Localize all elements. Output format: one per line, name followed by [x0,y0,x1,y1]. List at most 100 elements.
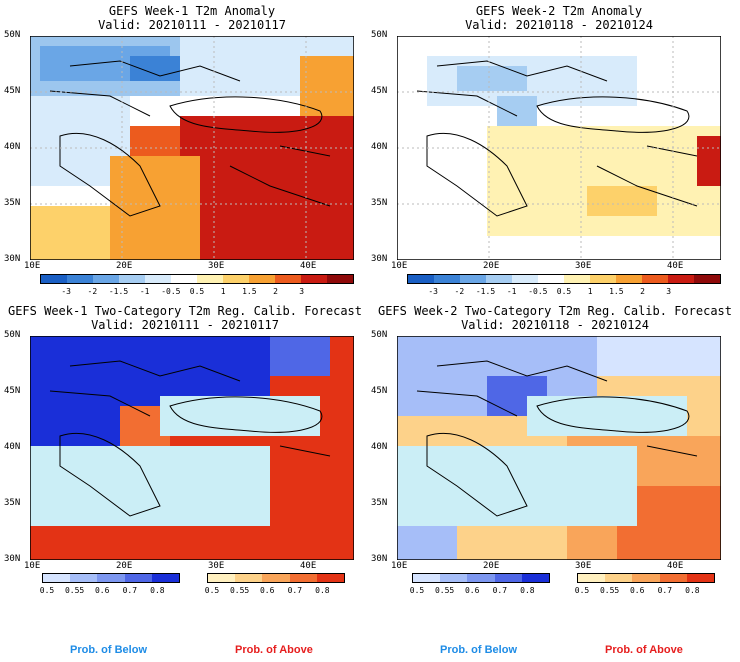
colorbar-swatch [93,275,119,283]
lat-tick-label: 45N [371,386,388,396]
colorbar-swatch [494,574,522,582]
lon-tick-label: 20E [483,561,500,571]
lat-tick-label: 50N [371,330,388,340]
prob-bar-label: 0.7 [287,586,303,595]
panel1-valid-text: Valid: 20210111 - 20210117 [98,18,286,32]
map-week2-probability [397,336,721,560]
colorbar-swatch [578,574,606,582]
lat-tick-label: 40N [371,442,388,452]
anomaly-bar-label: 3 [299,287,305,296]
lon-tick-label: 10E [391,261,408,271]
colorbar-swatch [486,275,512,283]
panel1-title: GEFS Week-1 T2m Anomaly Valid: 20210111 -… [30,4,354,32]
colorbar-swatch [275,275,301,283]
panel2-title: GEFS Week-2 T2m Anomaly Valid: 20210118 -… [397,4,721,32]
prob-bar-label: 0.5 [39,586,55,595]
prob-bar-label: 0.55 [599,586,620,595]
prob-bar-label: 0.55 [229,586,250,595]
panel3-title: GEFS Week-1 Two-Category T2m Reg. Calib.… [0,304,370,332]
prob-bar-label: 0.5 [409,586,425,595]
colorbar-swatch [659,574,687,582]
lon-tick-label: 30E [208,261,225,271]
colorbar-swatch [434,275,460,283]
anomaly-bar-label: -0.5 [528,287,548,296]
prob-above-legend-1: Prob. of Above [235,644,313,656]
prob-below-legend-2: Prob. of Below [440,644,517,656]
panel2-title-text: GEFS Week-2 T2m Anomaly [475,4,643,18]
prob-bar-label: 0.7 [657,586,673,595]
colorbar-swatch [70,574,98,582]
anomaly-bar-label: -1 [139,287,150,296]
colorbar-swatch [632,574,660,582]
prob-bar-label: 0.6 [259,586,275,595]
anomaly-bar-label: -0.5 [161,287,181,296]
lat-tick-label: 35N [371,498,388,508]
anomaly-bar-label: -1.5 [475,287,496,296]
prob-bar-label: 0.55 [64,586,85,595]
colorbar-swatch [408,275,434,283]
colorbar-swatch [249,275,275,283]
lat-tick-label: 30N [371,554,388,564]
prob-bar-label: 0.55 [434,586,455,595]
prob-bar-label: 0.5 [204,586,220,595]
map-week1-anomaly [30,36,354,260]
lat-tick-label: 30N [371,254,388,264]
lat-tick-label: 30N [4,254,21,264]
colorbar-swatch [43,574,71,582]
colorbar-swatch [262,574,290,582]
colorbar-swatch [124,574,152,582]
prob-bar-label: 0.8 [520,586,535,595]
colorbar-swatch [171,275,197,283]
colorbar-swatch [235,574,263,582]
anomaly-bar-label: 0.5 [189,287,205,296]
map-week1-probability [30,336,354,560]
anomaly-bar-label: 2 [640,287,645,296]
lat-tick-label: 40N [371,142,388,152]
colorbar-swatch [197,275,223,283]
anomaly-bar-label: -3 [428,287,438,296]
colorbar-swatch [151,574,180,582]
colorbar-swatch [145,275,171,283]
colorbar-swatch [223,275,249,283]
colorbar-swatch [538,275,564,283]
anomaly-bar-label: 1 [220,287,226,296]
anomaly-bar-label: -2 [454,287,465,296]
lon-tick-label: 10E [24,561,41,571]
colorbar-swatch [467,574,495,582]
anomaly-bar-label: -1 [506,287,517,296]
lat-tick-label: 40N [4,142,21,152]
prob-bar-label: 0.6 [94,586,110,595]
lon-tick-label: 30E [575,261,592,271]
lon-tick-label: 40E [667,561,684,571]
colorbar-swatch [327,275,353,283]
colorbar-swatch [521,574,550,582]
colorbar-swatch [119,275,145,283]
lat-tick-label: 45N [371,86,388,96]
anomaly-bar-label: -3 [61,287,71,296]
anomaly-colorbar-week2 [407,274,721,284]
lon-tick-label: 20E [116,261,133,271]
prob-bar-label: 0.6 [629,586,645,595]
map-week2-anomaly [397,36,721,260]
colorbar-swatch [41,275,67,283]
prob-below-colorbar-week1 [42,573,180,583]
panel2-valid-text: Valid: 20210118 - 20210124 [465,18,653,32]
colorbar-swatch [616,275,642,283]
colorbar-swatch [440,574,468,582]
colorbar-swatch [67,275,93,283]
lat-tick-label: 35N [4,498,21,508]
prob-bar-label: 0.5 [574,586,590,595]
colorbar-swatch [208,574,236,582]
lon-tick-label: 30E [575,561,592,571]
anomaly-bar-label: 1.5 [609,287,624,296]
colorbar-swatch [97,574,125,582]
lon-tick-label: 30E [208,561,225,571]
prob-below-colorbar-week2 [412,573,550,583]
lon-tick-label: 20E [116,561,133,571]
colorbar-swatch [301,275,327,283]
anomaly-bar-label: 0.5 [556,287,572,296]
colorbar-swatch [512,275,538,283]
colorbar-swatch [694,275,720,283]
lon-tick-label: 10E [24,261,41,271]
lat-tick-label: 50N [4,330,21,340]
